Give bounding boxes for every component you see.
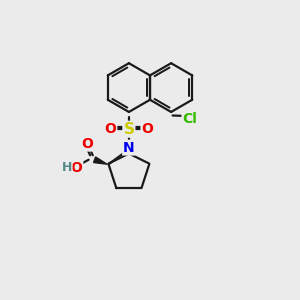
Text: Cl: Cl — [182, 112, 197, 126]
Text: S: S — [123, 122, 134, 137]
Text: H: H — [62, 161, 72, 174]
Text: O: O — [104, 122, 116, 136]
Text: O: O — [141, 122, 153, 136]
Text: O: O — [81, 137, 93, 151]
Text: N: N — [123, 141, 135, 154]
Polygon shape — [94, 157, 107, 164]
Text: O: O — [70, 161, 83, 175]
